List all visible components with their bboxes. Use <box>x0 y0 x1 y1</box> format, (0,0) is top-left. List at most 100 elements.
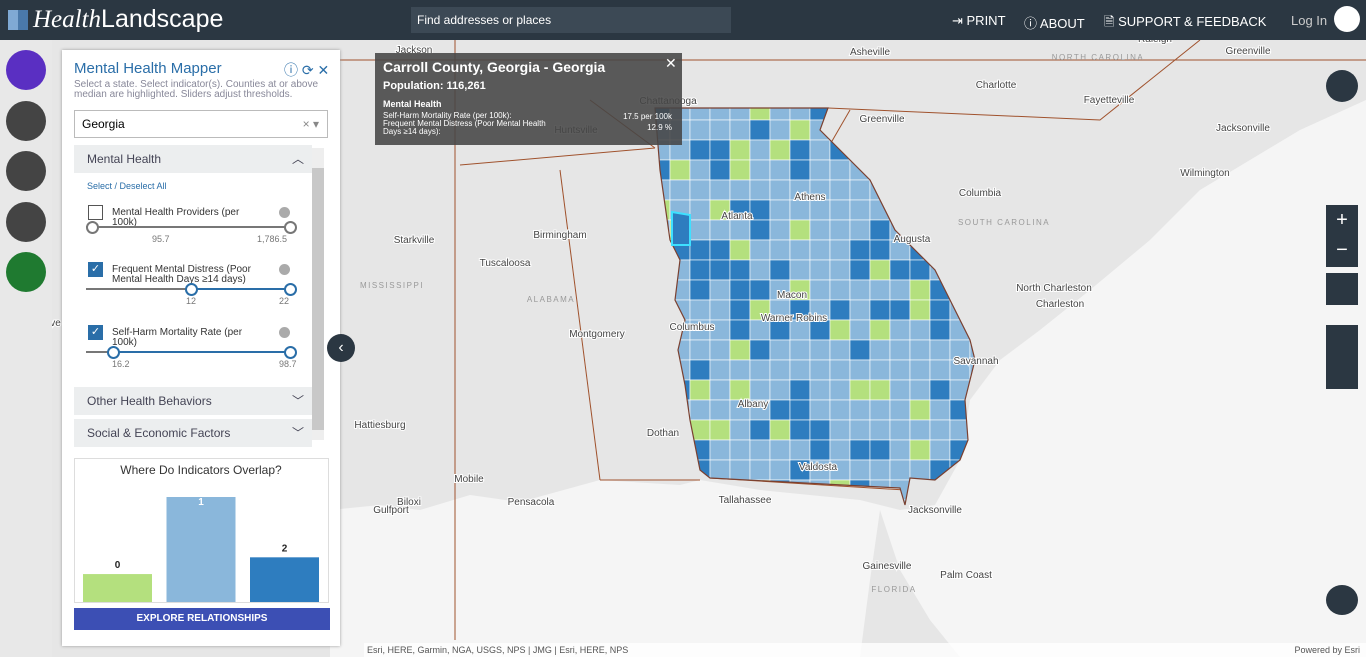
place-label: Mobile <box>454 474 484 485</box>
county <box>809 439 831 461</box>
county <box>749 459 771 481</box>
county <box>869 459 891 481</box>
nav-support[interactable]: 🗎 SUPPORT & FEEDBACK <box>1104 14 1267 29</box>
section-header[interactable]: Other Health Behaviors ﹀ <box>74 387 312 415</box>
panel-actions[interactable]: ⓘ ⟳ ✕ <box>284 62 330 78</box>
layer-control[interactable] <box>1326 325 1358 389</box>
search-box[interactable]: Find addresses or places <box>411 7 731 33</box>
county <box>689 139 711 161</box>
slider-low: 12 <box>186 296 197 306</box>
basemap-button[interactable] <box>1326 70 1358 102</box>
slider-range <box>92 226 290 228</box>
collapse-button[interactable]: ‹ <box>327 334 355 362</box>
county <box>769 259 791 281</box>
place-label: Augusta <box>894 234 931 245</box>
scrollbar[interactable] <box>312 148 324 440</box>
county <box>909 379 931 401</box>
slider-handle[interactable] <box>185 283 198 296</box>
zoom-control[interactable]: + − <box>1326 205 1358 267</box>
county <box>749 279 771 301</box>
county <box>889 279 911 301</box>
checkbox[interactable]: ✓ <box>88 325 103 340</box>
county <box>889 419 911 441</box>
county <box>829 399 851 421</box>
logo: HealthLandscape <box>33 5 223 34</box>
section-header[interactable]: Mental Health ︿ <box>74 145 312 173</box>
place-label: Dothan <box>647 428 679 439</box>
county <box>689 399 711 421</box>
header: HealthLandscape Find addresses or places… <box>0 0 1366 40</box>
legend-button[interactable] <box>1326 585 1358 615</box>
checkbox[interactable] <box>88 205 103 220</box>
checkbox[interactable]: ✓ <box>88 262 103 277</box>
nav-print[interactable]: ⇥ PRINT <box>952 13 1006 28</box>
section-label: Mental Health <box>87 152 162 166</box>
state-select[interactable]: Georgia × ▾ <box>74 110 328 138</box>
section-label: Other Health Behaviors <box>87 394 212 408</box>
nav-about[interactable]: ⓘ ABOUT <box>1024 16 1085 31</box>
county <box>829 179 851 201</box>
county <box>709 119 731 141</box>
county <box>709 239 731 261</box>
county <box>729 339 751 361</box>
county <box>849 319 871 341</box>
county <box>909 279 931 301</box>
county <box>869 359 891 381</box>
county <box>689 179 711 201</box>
place-label: Columbus <box>669 322 714 333</box>
place-label: Tallahassee <box>719 495 772 506</box>
tool-icon[interactable] <box>6 151 46 191</box>
panel: Mental Health Mapper ⓘ ⟳ ✕ Select a stat… <box>62 50 340 646</box>
explore-button[interactable]: EXPLORE RELATIONSHIPS <box>74 608 330 630</box>
slider-high: 98.7 <box>279 359 297 369</box>
county <box>729 239 751 261</box>
county <box>789 199 811 221</box>
slider-handle[interactable] <box>284 283 297 296</box>
county <box>749 239 771 261</box>
county <box>829 279 851 301</box>
popup-close[interactable]: ✕ <box>665 55 677 71</box>
county <box>729 139 751 161</box>
section-label: Social & Economic Factors <box>87 426 231 440</box>
place-label: Wilmington <box>1180 168 1229 179</box>
place-label: Greenville <box>1225 46 1270 57</box>
select-all[interactable]: Select / Deselect All <box>87 181 167 191</box>
popup-population: Population: 116,261 <box>383 80 486 92</box>
place-label: Valdosta <box>799 462 838 473</box>
county <box>709 139 731 161</box>
tool-icon[interactable] <box>6 50 46 90</box>
county <box>909 439 931 461</box>
tool-icon[interactable] <box>6 101 46 141</box>
county <box>789 259 811 281</box>
logo-icon <box>8 10 28 30</box>
tool-icon[interactable] <box>6 202 46 242</box>
county <box>689 359 711 381</box>
county <box>869 399 891 421</box>
panel-description: Select a state. Select indicator(s). Cou… <box>74 79 319 100</box>
tool-icon[interactable] <box>6 252 46 292</box>
logo-text: Health <box>33 6 102 33</box>
county <box>729 119 751 141</box>
county <box>749 379 771 401</box>
slider-handle[interactable] <box>107 346 120 359</box>
county <box>689 199 711 221</box>
locate-button[interactable] <box>1326 273 1358 305</box>
nav-label: SUPPORT & FEEDBACK <box>1118 14 1267 29</box>
county <box>709 459 731 481</box>
county <box>869 419 891 441</box>
county <box>849 239 871 261</box>
county <box>789 359 811 381</box>
place-label: Greenville <box>859 114 904 125</box>
user-icon[interactable] <box>1334 6 1360 32</box>
slider-handle[interactable] <box>284 346 297 359</box>
county <box>909 459 931 481</box>
login[interactable]: Log In <box>1291 13 1327 28</box>
county <box>689 299 711 321</box>
slider-handle[interactable] <box>86 221 99 234</box>
county <box>809 279 831 301</box>
county <box>729 219 751 241</box>
selected-county <box>671 210 691 246</box>
county <box>729 419 751 441</box>
slider-handle[interactable] <box>284 221 297 234</box>
section-header[interactable]: Social & Economic Factors ﹀ <box>74 419 312 447</box>
